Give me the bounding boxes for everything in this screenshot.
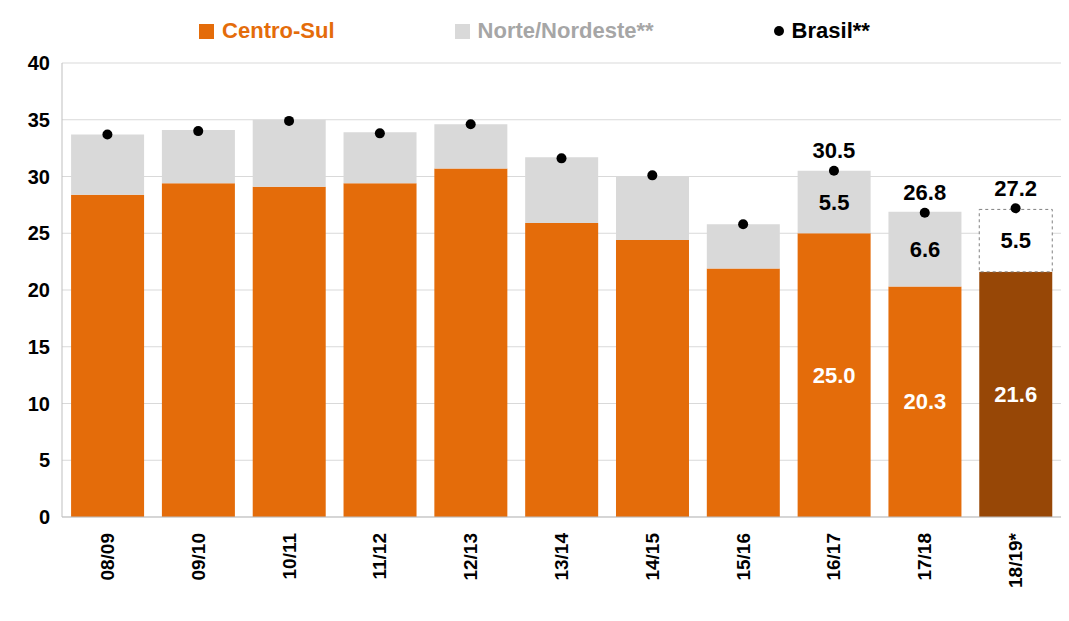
svg-text:15/16: 15/16 <box>733 533 754 581</box>
svg-text:08/09: 08/09 <box>97 533 118 581</box>
svg-text:11/12: 11/12 <box>369 533 390 580</box>
svg-text:15: 15 <box>28 336 50 358</box>
svg-text:09/10: 09/10 <box>188 533 209 581</box>
svg-text:5.5: 5.5 <box>819 190 850 215</box>
svg-text:25: 25 <box>28 222 50 244</box>
svg-text:30: 30 <box>28 166 50 188</box>
html-text:Norte/Nordeste**: Norte/Nordeste** <box>477 18 654 43</box>
svg-text:21.6: 21.6 <box>994 382 1037 407</box>
svg-text:0: 0 <box>39 506 50 528</box>
svg-text:27.2: 27.2 <box>994 176 1037 201</box>
svg-text:35: 35 <box>28 109 50 131</box>
svg-text:13/14: 13/14 <box>551 533 572 581</box>
svg-text:16/17: 16/17 <box>823 533 844 581</box>
svg-text:17/18: 17/18 <box>914 533 935 581</box>
html-text:Centro-Sul: Centro-Sul <box>222 18 335 43</box>
svg-text:20.3: 20.3 <box>904 389 947 414</box>
svg-text:40: 40 <box>28 52 50 74</box>
svg-text:26.8: 26.8 <box>903 180 946 205</box>
svg-text:5.5: 5.5 <box>1000 228 1031 253</box>
svg-text:10: 10 <box>28 393 50 415</box>
svg-text:20: 20 <box>28 279 50 301</box>
html-text:Brasil**: Brasil** <box>791 18 870 43</box>
svg-text:25.0: 25.0 <box>813 363 856 388</box>
svg-text:10/11: 10/11 <box>279 533 300 580</box>
svg-text:12/13: 12/13 <box>460 533 481 581</box>
svg-text:30.5: 30.5 <box>813 138 856 163</box>
svg-text:14/15: 14/15 <box>642 533 663 581</box>
svg-text:18/19*: 18/19* <box>1005 532 1026 588</box>
svg-text:5: 5 <box>39 449 50 471</box>
svg-text:6.6: 6.6 <box>910 237 941 262</box>
